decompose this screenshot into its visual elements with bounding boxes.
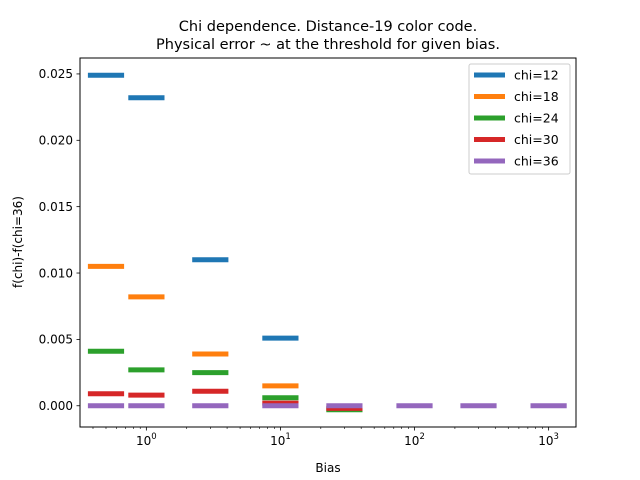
y-tick-label-4: 0.020 [39, 134, 73, 148]
legend-label-chi-18: chi=18 [514, 89, 559, 104]
chart-title-line-1: Chi dependence. Distance-19 color code. [179, 19, 477, 35]
y-tick-label-0: 0.000 [39, 399, 73, 413]
legend: chi=12 chi=18 chi=24 chi=30 chi=36 [468, 63, 571, 175]
y-tick-label-2: 0.010 [39, 266, 73, 280]
x-axis-label: Bias [315, 461, 340, 475]
y-tick-label-1: 0.005 [39, 333, 73, 347]
legend-label-chi-30: chi=30 [514, 132, 559, 147]
y-axis-label: f(chi)-f(chi=36) [11, 196, 25, 288]
data-marks [87, 72, 567, 413]
legend-label-chi-24: chi=24 [514, 111, 559, 126]
legend-label-chi-12: chi=12 [514, 68, 559, 83]
legend-label-chi-36: chi=36 [514, 154, 559, 169]
plot-frame [79, 57, 577, 428]
y-tick-label-5: 0.025 [39, 67, 73, 81]
legend-box [468, 63, 571, 175]
chart-title-line-2: Physical error ~ at the threshold for gi… [156, 37, 500, 53]
y-tick-label-3: 0.015 [39, 200, 73, 214]
